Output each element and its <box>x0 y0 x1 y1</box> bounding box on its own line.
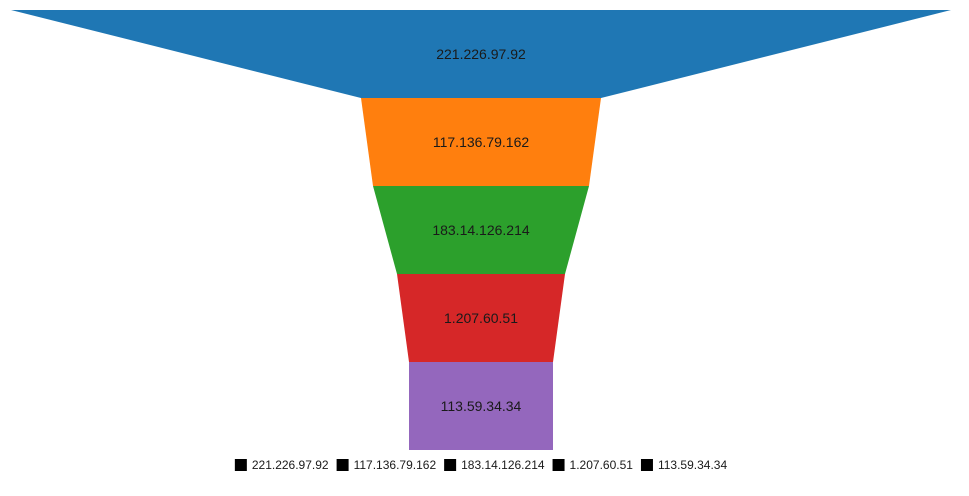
legend-item[interactable]: 221.226.97.92 <box>234 458 329 472</box>
funnel-stage-label: 1.207.60.51 <box>444 310 518 326</box>
legend-item[interactable]: 183.14.126.214 <box>444 458 545 472</box>
legend-label: 113.59.34.34 <box>658 458 728 472</box>
funnel-stage-label: 117.136.79.162 <box>433 134 529 150</box>
funnel-stage[interactable] <box>11 10 951 98</box>
legend-label: 1.207.60.51 <box>570 458 634 472</box>
funnel-stage[interactable] <box>409 362 553 450</box>
legend-marker <box>336 459 349 471</box>
funnel-stage[interactable] <box>397 274 565 362</box>
legend-item[interactable]: 117.136.79.162 <box>336 458 437 472</box>
legend-marker <box>640 459 653 471</box>
funnel-stage[interactable] <box>373 186 589 274</box>
funnel-stage-label: 113.59.34.34 <box>441 398 522 414</box>
legend-item[interactable]: 113.59.34.34 <box>640 458 728 472</box>
legend-marker <box>552 459 565 471</box>
funnel-stage[interactable] <box>361 98 601 186</box>
legend-label: 183.14.126.214 <box>461 458 545 472</box>
funnel-stages: 221.226.97.92 117.136.79.162 183.14.126.21… <box>11 10 951 450</box>
legend-item[interactable]: 1.207.60.51 <box>552 458 634 472</box>
legend-marker <box>234 459 247 471</box>
funnel-stage-label: 183.14.126.214 <box>432 222 530 238</box>
funnel-stage-label: 221.226.97.92 <box>436 46 526 62</box>
legend-marker <box>444 459 457 471</box>
legend: 221.226.97.92 117.136.79.162 183.14.126.21… <box>234 458 728 472</box>
legend-label: 221.226.97.92 <box>252 458 329 472</box>
legend-label: 117.136.79.162 <box>354 458 437 472</box>
